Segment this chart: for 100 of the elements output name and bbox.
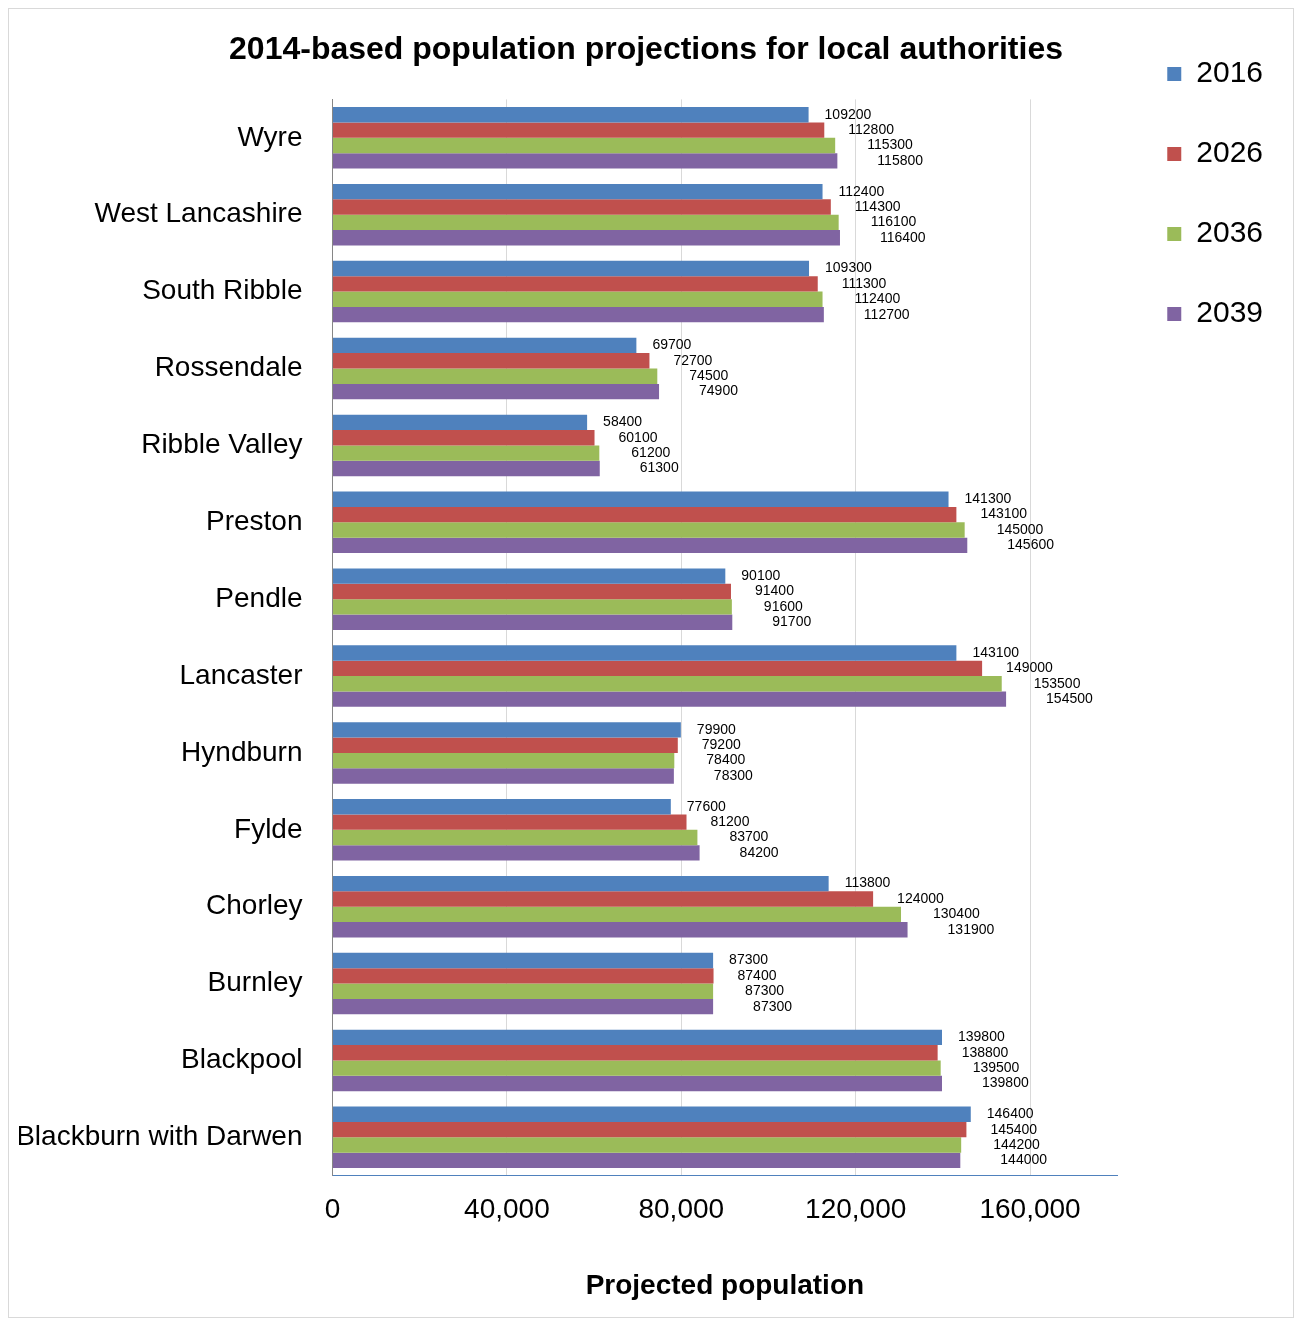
- data-label: 60100: [618, 428, 658, 445]
- bar: [333, 968, 714, 984]
- bar: [333, 875, 829, 892]
- bar: [333, 353, 650, 369]
- data-label: 77600: [686, 797, 726, 814]
- data-label: 115800: [877, 151, 924, 168]
- bar: [333, 983, 714, 999]
- data-label: 144000: [1000, 1151, 1048, 1168]
- data-label: 139800: [958, 1028, 1005, 1045]
- data-label: 143100: [980, 505, 1028, 522]
- data-label: 111300: [841, 274, 887, 291]
- data-label: 83700: [729, 828, 769, 845]
- y-tick-label: South Ribble: [142, 274, 303, 306]
- bar: [333, 814, 687, 830]
- bar: [333, 506, 957, 523]
- bar: [333, 368, 658, 384]
- data-label: 91700: [772, 613, 812, 630]
- y-tick-label: Wyre: [237, 120, 303, 152]
- bar: [333, 722, 681, 738]
- data-label: 78300: [713, 766, 754, 783]
- bar: [333, 107, 809, 123]
- bar: [333, 1045, 938, 1061]
- y-tick-label: Rossendale: [154, 351, 303, 383]
- bar: [333, 799, 671, 815]
- bar: [333, 183, 823, 200]
- data-label: 112800: [848, 121, 895, 138]
- data-label: 145400: [990, 1120, 1038, 1137]
- bar: [333, 291, 823, 307]
- bar: [333, 691, 1007, 707]
- bar: [333, 430, 595, 446]
- data-label: 154500: [1046, 689, 1094, 706]
- x-tick-label: 0: [324, 1193, 341, 1225]
- y-tick-label: West Lancashire: [94, 197, 303, 229]
- bar: [333, 660, 983, 677]
- data-label: 69700: [652, 336, 692, 353]
- bar: [333, 230, 840, 246]
- bar: [333, 922, 908, 938]
- data-label: 81200: [710, 812, 750, 829]
- bar: [333, 491, 949, 507]
- bar: [333, 276, 818, 292]
- legend-label: 2039: [1196, 295, 1264, 329]
- data-label: 72700: [673, 351, 713, 368]
- data-label: 112400: [838, 182, 885, 199]
- data-label: 109200: [824, 105, 872, 122]
- data-label: 113800: [844, 874, 891, 891]
- y-tick-label: Preston: [206, 504, 303, 536]
- data-label: 153500: [1033, 674, 1081, 691]
- data-label: 141300: [964, 490, 1012, 507]
- data-label: 112400: [854, 290, 901, 307]
- chart-title: 2014-based population projections for local authorities: [229, 30, 1063, 67]
- data-label: 91600: [763, 597, 803, 614]
- data-label: 138800: [961, 1043, 1009, 1060]
- data-label: 139800: [982, 1074, 1029, 1091]
- bar: [333, 829, 698, 846]
- bar: [333, 737, 678, 753]
- bar: [333, 998, 714, 1015]
- y-tick-label: Fylde: [234, 812, 303, 844]
- bar: [333, 568, 726, 584]
- data-label: 116400: [879, 228, 926, 245]
- bar: [333, 1137, 962, 1153]
- data-label: 124000: [897, 889, 945, 906]
- bar: [333, 383, 660, 400]
- data-label: 61200: [631, 443, 671, 460]
- data-label: 87400: [737, 966, 777, 983]
- data-label: 91400: [754, 582, 795, 599]
- y-tick-label: Hyndburn: [181, 735, 303, 767]
- y-tick-label: Ribble Valley: [141, 428, 303, 460]
- bar: [333, 306, 824, 323]
- data-label: 74900: [699, 382, 739, 399]
- bar: [333, 122, 825, 138]
- data-label: 84200: [739, 843, 779, 860]
- bar: [333, 891, 874, 907]
- bar: [333, 906, 902, 923]
- bar: [333, 1152, 961, 1169]
- x-tick-label: 120,000: [805, 1193, 907, 1225]
- data-label: 58400: [603, 413, 643, 430]
- data-label: 87300: [745, 982, 785, 999]
- x-tick-label: 160,000: [979, 1193, 1081, 1225]
- bar: [333, 1121, 967, 1138]
- bar: [333, 414, 588, 431]
- data-label: 131900: [947, 920, 995, 937]
- y-tick-label: Blackburn with Darwen: [16, 1120, 303, 1152]
- bar: [333, 676, 1002, 692]
- bar: [333, 845, 700, 861]
- bar: [333, 768, 674, 784]
- data-label: 144200: [993, 1135, 1041, 1152]
- data-label: 116100: [870, 213, 917, 230]
- x-tick-label: 40,000: [464, 1193, 550, 1225]
- data-label: 78400: [706, 751, 746, 768]
- bar: [333, 599, 732, 615]
- legend-label: 2026: [1196, 135, 1264, 169]
- bar: [333, 137, 836, 154]
- data-label: 130400: [933, 905, 980, 922]
- data-label: 112700: [863, 305, 910, 322]
- legend-label: 2016: [1196, 55, 1264, 89]
- bar: [333, 614, 733, 630]
- y-tick-label: Blackpool: [181, 1043, 303, 1075]
- x-axis-title: Projected population: [585, 1268, 865, 1300]
- bar: [333, 337, 637, 354]
- bar: [333, 1060, 941, 1076]
